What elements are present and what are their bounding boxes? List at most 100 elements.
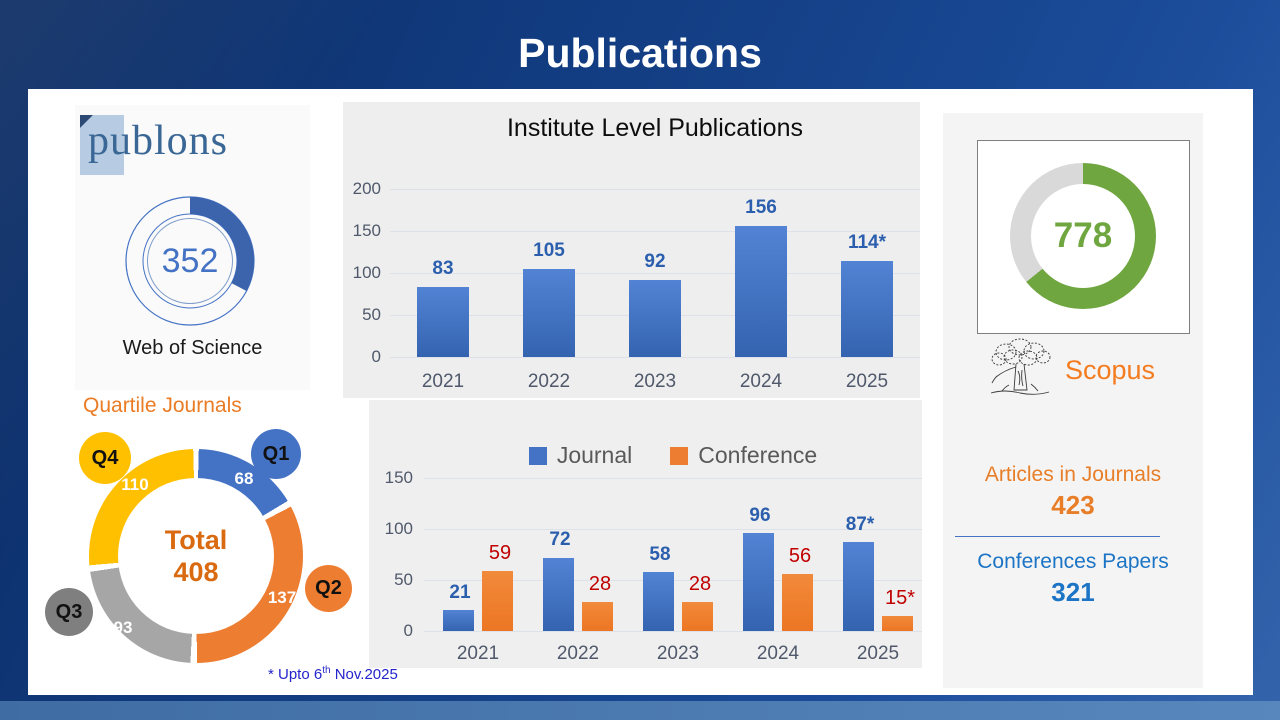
journal-bar-2024 <box>743 533 774 631</box>
conference-legend-swatch-icon <box>670 446 689 465</box>
gridline <box>390 189 920 190</box>
quartile-title: Quartile Journals <box>83 394 242 417</box>
quartile-segment-value-q3: 93 <box>113 618 133 637</box>
wos-donut-arc <box>190 197 254 291</box>
legend-label-conference: Conference <box>698 442 818 468</box>
content-canvas: publons 352 Web of Science Institute Lev… <box>28 89 1253 695</box>
legend-item-conference: Conference <box>670 442 817 469</box>
scopus-donut-box: 778 <box>977 140 1190 334</box>
institute-chart-panel: Institute Level Publications 200 150 100… <box>343 102 920 398</box>
footnote-suffix: Nov.2025 <box>330 666 398 683</box>
x-axis-tick-label: 2025 <box>845 371 889 392</box>
wos-donut-chart <box>125 196 255 326</box>
bar-value-label: 105 <box>533 240 565 261</box>
wos-donut-inner-ring-2 <box>147 218 233 304</box>
conference-bar-label: 28 <box>588 573 612 595</box>
wos-caption: Web of Science <box>122 337 263 359</box>
bar-value-label: 114* <box>847 232 887 253</box>
institute-bar-2025 <box>841 261 893 357</box>
conference-bar-2024 <box>782 574 813 631</box>
quartile-segment-value-q4: 110 <box>121 475 149 494</box>
journal-bar-2022 <box>543 558 574 631</box>
x-axis-tick-label: 2023 <box>656 643 700 664</box>
quartile-badge-q4: Q4 <box>79 432 131 484</box>
wos-donut-value: 352 <box>161 241 219 280</box>
journal-bar-label: 72 <box>549 529 571 550</box>
bar-value-label: 156 <box>745 197 777 218</box>
y-axis-tick-label: 0 <box>371 347 381 366</box>
bar-value-label: 92 <box>644 251 666 272</box>
conferences-papers-label: Conferences Papers <box>977 550 1169 573</box>
y-axis-tick-label: 100 <box>384 519 413 538</box>
divider-line <box>955 536 1160 537</box>
y-axis-tick-label: 100 <box>352 263 381 282</box>
articles-in-journals-label: Articles in Journals <box>984 463 1162 486</box>
footnote-superscript: th <box>322 665 331 676</box>
journal-bar-label: 58 <box>649 544 671 565</box>
journal-conference-chart-panel: Journal Conference 150 100 50 0 <box>369 400 922 668</box>
conferences-papers-value: 321 <box>1051 577 1095 607</box>
publons-logo-text: publons <box>88 118 229 164</box>
publons-logo: publons <box>80 113 260 175</box>
bottom-accent-band <box>0 701 1280 720</box>
institute-bar-2021 <box>417 287 469 357</box>
journal-bar-label: 87* <box>845 514 875 535</box>
page-title: Publications <box>518 30 762 76</box>
scopus-panel: 778 Scopus Artic <box>943 113 1203 688</box>
chart-legend: Journal Conference <box>424 442 922 469</box>
x-axis-tick-label: 2022 <box>556 643 600 664</box>
scopus-donut-chart <box>1010 163 1156 309</box>
y-axis-tick-label: 50 <box>362 305 381 324</box>
conference-bar-label: 56 <box>788 545 812 567</box>
quartile-center-text: Total 408 <box>89 449 303 663</box>
x-axis-tick-label: 2025 <box>856 643 900 664</box>
conference-bar-label: 28 <box>688 573 712 595</box>
journal-bar-2025 <box>843 542 874 631</box>
x-axis-tick-label: 2024 <box>756 643 800 664</box>
y-axis-tick-label: 150 <box>384 468 413 487</box>
journal-bar-2021 <box>443 610 474 631</box>
institute-bar-2024 <box>735 226 787 357</box>
gridline <box>424 631 922 632</box>
scopus-brand: Scopus <box>1065 355 1156 385</box>
scopus-donut-value: 778 <box>1053 216 1113 255</box>
conference-bar-2022 <box>582 602 613 631</box>
quartile-badge-q2: Q2 <box>305 565 352 612</box>
gridline <box>390 231 920 232</box>
footnote-prefix: * Upto 6 <box>268 666 323 683</box>
quartile-segment-value-q2: 137 <box>267 588 297 607</box>
legend-item-journal: Journal <box>528 442 632 469</box>
y-axis-tick-label: 0 <box>403 621 413 640</box>
bar-value-label: 83 <box>432 258 454 279</box>
quartile-badge-q1: Q1 <box>251 429 301 479</box>
conference-bar-2025 <box>882 616 913 631</box>
y-axis-tick-label: 50 <box>394 570 413 589</box>
x-axis-tick-label: 2022 <box>527 371 571 392</box>
institute-chart-title: Institute Level Publications <box>506 114 803 142</box>
quartile-center-label: Total <box>164 525 228 555</box>
quartile-segment-value-q1: 68 <box>234 469 254 488</box>
institute-bar-2022 <box>523 269 575 357</box>
y-axis-tick-label: 200 <box>352 179 381 198</box>
gridline <box>424 478 922 479</box>
quartile-badge-q3: Q3 <box>45 588 93 636</box>
conference-bar-2023 <box>682 602 713 631</box>
x-axis-tick-label: 2024 <box>739 371 783 392</box>
conference-bar-label: 59 <box>488 542 512 564</box>
x-axis-tick-label: 2021 <box>456 643 500 664</box>
y-axis-tick-label: 150 <box>352 221 381 240</box>
conference-bar-label: 15* <box>884 587 916 609</box>
gridline <box>424 529 922 530</box>
institute-bar-2023 <box>629 280 681 357</box>
journal-conference-plot: 21 72 58 96 87* 59 28 28 56 15* <box>424 478 922 632</box>
gridline <box>390 357 920 358</box>
quartile-center-value: 408 <box>173 557 219 587</box>
articles-in-journals-value: 423 <box>1051 490 1095 520</box>
gridline <box>390 273 920 274</box>
footnote: * Upto 6th Nov.2025 <box>268 665 398 683</box>
x-axis-tick-label: 2023 <box>633 371 677 392</box>
publons-panel: publons 352 Web of Science <box>75 105 310 390</box>
quartile-donut-chart <box>89 449 303 663</box>
journal-legend-swatch-icon <box>528 446 547 465</box>
